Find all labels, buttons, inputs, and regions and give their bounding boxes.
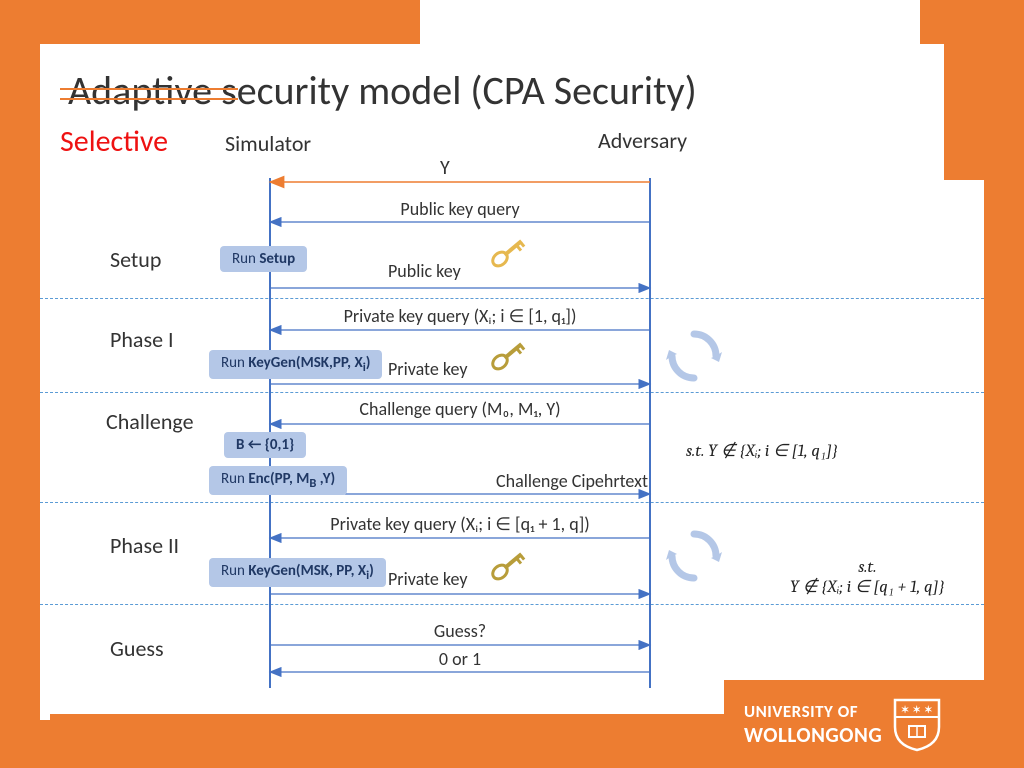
cutout-bl	[40, 440, 50, 720]
msg-pubkey-query: Public key query	[270, 198, 650, 220]
frame-left	[0, 0, 40, 768]
note-2: s.t. Y ∉ {Xᵢ; i ∈ [q₁ + 1, q]}	[790, 558, 945, 597]
strike-2	[60, 98, 238, 100]
shield-icon: ✶ ✶ ✶	[892, 697, 942, 752]
logo-line2: WOLLONGONG	[744, 722, 882, 748]
msg-priv-q1: Private key query (Xᵢ; i ∈ [1, q₁])	[270, 305, 650, 327]
cutout-r1	[944, 180, 984, 760]
note-1: s.t. Y ∉ {Xᵢ; i ∈ [1, q₁]}	[686, 441, 838, 461]
selective-label: Selective	[60, 123, 168, 160]
frame-top-l	[0, 0, 420, 44]
note-2a: s.t.	[790, 558, 945, 577]
logo-line1: UNIVERSITY OF	[744, 701, 882, 722]
y-head: Y	[440, 156, 450, 180]
msg-priv-q2: Private key query (Xᵢ; i ∈ [q₁ + 1, q])	[270, 513, 650, 535]
cutout-top	[420, 0, 920, 44]
dash-3	[40, 502, 984, 503]
phase-setup: Setup	[110, 246, 161, 273]
msg-priv-r1: Private key	[388, 358, 648, 380]
badge-keygen1: Run KeyGen(MSK,PP, Xi)	[209, 350, 382, 379]
phase-1: Phase I	[110, 326, 174, 353]
phase-challenge: Challenge	[106, 408, 194, 435]
msg-guess-r: 0 or 1	[270, 648, 650, 670]
uow-logo: UNIVERSITY OF WOLLONGONG ✶ ✶ ✶	[724, 680, 1024, 768]
title-adaptive: Adaptive	[68, 66, 212, 115]
badge-b: B ← {0,1}	[224, 432, 306, 458]
strike-1	[60, 88, 238, 90]
dash-4	[40, 604, 984, 605]
msg-pubkey-resp: Public key	[388, 260, 648, 282]
phase-guess: Guess	[110, 635, 164, 662]
title-rest: security model (CPA Security)	[212, 66, 697, 115]
badge-setup: Run Setup	[220, 246, 307, 272]
dash-2	[40, 392, 984, 393]
msg-chal-r: Challenge Cipehrtext	[300, 470, 648, 492]
frame-top-r2	[904, 0, 1024, 44]
msg-guess-q: Guess?	[270, 620, 650, 642]
dash-1	[40, 298, 984, 299]
col-adversary: Adversary	[598, 127, 687, 154]
svg-text:✶ ✶ ✶: ✶ ✶ ✶	[901, 703, 933, 716]
phase-2: Phase II	[110, 532, 179, 559]
msg-priv-r2: Private key	[388, 568, 648, 590]
msg-chal-q: Challenge query (M₀, M₁, Y)	[270, 398, 650, 420]
note-2b: Y ∉ {Xᵢ; i ∈ [q₁ + 1, q]}	[790, 577, 945, 597]
slide-title: Adaptive security model (CPA Security)	[68, 66, 697, 115]
col-simulator: Simulator	[225, 130, 311, 157]
logo-text: UNIVERSITY OF WOLLONGONG	[744, 701, 882, 748]
badge-keygen2: Run KeyGen(MSK, PP, Xi)	[209, 558, 386, 587]
badge-enc: Run Enc(PP, MB ,Y)	[209, 466, 347, 495]
